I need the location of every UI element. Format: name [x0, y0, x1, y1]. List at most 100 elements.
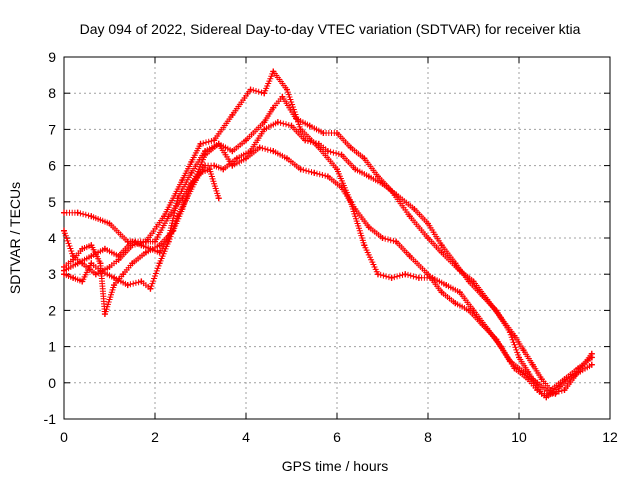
data-point — [493, 307, 500, 314]
data-point — [338, 151, 345, 158]
data-point — [88, 260, 95, 267]
data-point — [229, 111, 236, 118]
data-point — [233, 155, 240, 162]
data-point — [438, 249, 445, 256]
data-point — [156, 242, 163, 249]
data-point — [393, 238, 400, 245]
data-point — [61, 263, 67, 270]
data-point — [365, 173, 372, 180]
data-point — [101, 311, 108, 318]
data-point — [270, 68, 277, 75]
x-tick-label: 6 — [333, 429, 341, 445]
data-point — [506, 358, 513, 365]
data-point — [202, 162, 209, 169]
data-point — [147, 285, 154, 292]
data-point — [142, 249, 149, 256]
data-point — [129, 260, 136, 267]
data-point — [243, 137, 249, 144]
x-tick-label: 8 — [424, 429, 432, 445]
data-point — [138, 278, 145, 285]
x-tick-label: 10 — [511, 429, 527, 445]
data-point — [88, 253, 95, 260]
data-point — [456, 289, 463, 296]
data-point — [211, 162, 218, 169]
data-point — [552, 390, 559, 397]
data-point — [270, 104, 277, 111]
data-point — [124, 282, 131, 289]
data-point — [79, 245, 86, 252]
data-point — [247, 86, 254, 93]
data-series — [61, 68, 595, 401]
data-point — [561, 376, 568, 383]
data-point — [270, 148, 277, 155]
data-point — [261, 119, 268, 126]
x-tick-label: 12 — [602, 429, 618, 445]
data-point — [70, 274, 77, 281]
data-point — [79, 278, 86, 285]
data-point — [174, 195, 181, 202]
data-point — [525, 368, 532, 375]
data-point — [206, 166, 213, 173]
data-point — [165, 238, 172, 245]
data-point — [256, 144, 263, 151]
y-tick-label: 8 — [48, 85, 56, 101]
data-point — [197, 169, 204, 176]
data-point — [306, 122, 313, 129]
data-point — [506, 329, 513, 336]
data-point — [170, 227, 177, 234]
y-tick-label: 6 — [48, 158, 56, 174]
x-tick-label: 4 — [242, 429, 250, 445]
data-point — [452, 300, 459, 307]
data-point — [324, 173, 331, 180]
data-point — [588, 361, 595, 368]
data-point — [347, 144, 354, 151]
data-point — [61, 227, 67, 234]
data-point — [311, 169, 318, 176]
data-point — [215, 195, 222, 202]
y-tick-label: 3 — [48, 266, 56, 282]
y-tick-label: 9 — [48, 49, 56, 65]
x-tick-label: 0 — [60, 429, 68, 445]
data-point — [365, 224, 372, 231]
data-point — [556, 383, 563, 390]
data-point — [229, 148, 236, 155]
y-tick-label: 0 — [48, 375, 56, 391]
data-point — [120, 271, 127, 278]
data-point — [297, 126, 304, 133]
data-point — [525, 376, 532, 383]
data-point — [129, 238, 136, 245]
data-point — [334, 130, 340, 137]
data-point — [138, 242, 145, 249]
y-tick-label: 4 — [48, 230, 56, 246]
data-point — [516, 354, 522, 361]
data-point — [352, 206, 359, 213]
data-point — [379, 180, 386, 187]
data-point — [188, 180, 195, 187]
data-point — [425, 271, 431, 278]
data-point — [297, 166, 304, 173]
data-point — [283, 86, 290, 93]
y-axis-label: SDTVAR / TECUs — [7, 182, 23, 294]
data-point — [192, 177, 199, 184]
data-point — [115, 253, 122, 260]
data-point — [156, 260, 163, 267]
data-point — [438, 289, 445, 296]
data-point — [465, 307, 472, 314]
data-point — [511, 332, 518, 339]
data-point — [106, 263, 113, 270]
data-point — [165, 213, 172, 220]
data-point — [361, 242, 368, 249]
data-point — [575, 368, 582, 375]
data-point — [411, 206, 418, 213]
data-point — [465, 278, 472, 285]
data-point — [520, 347, 527, 354]
data-point — [111, 274, 118, 281]
data-point — [493, 336, 500, 343]
data-point — [188, 158, 195, 165]
data-point — [443, 282, 450, 289]
data-point — [561, 387, 568, 394]
data-point — [393, 191, 400, 198]
series-track-1 — [61, 68, 595, 401]
